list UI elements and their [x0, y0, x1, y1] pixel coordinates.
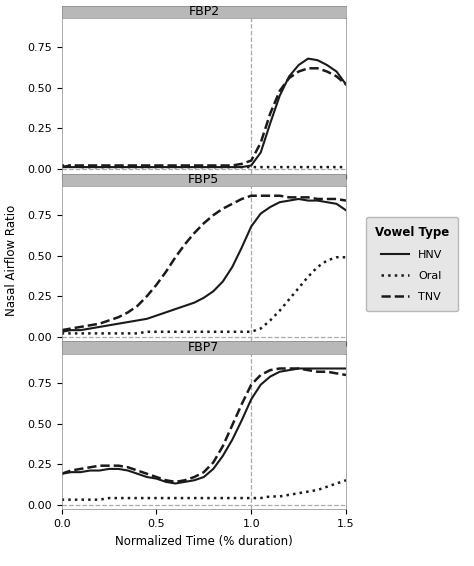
Text: Nasal Airflow Ratio: Nasal Airflow Ratio [5, 205, 18, 316]
Legend: HNV, Oral, TNV: HNV, Oral, TNV [366, 217, 458, 311]
Text: FBP2: FBP2 [188, 6, 219, 18]
Text: FBP5: FBP5 [188, 173, 219, 186]
X-axis label: Normalized Time (% duration): Normalized Time (% duration) [115, 535, 292, 548]
Text: FBP7: FBP7 [188, 341, 219, 354]
